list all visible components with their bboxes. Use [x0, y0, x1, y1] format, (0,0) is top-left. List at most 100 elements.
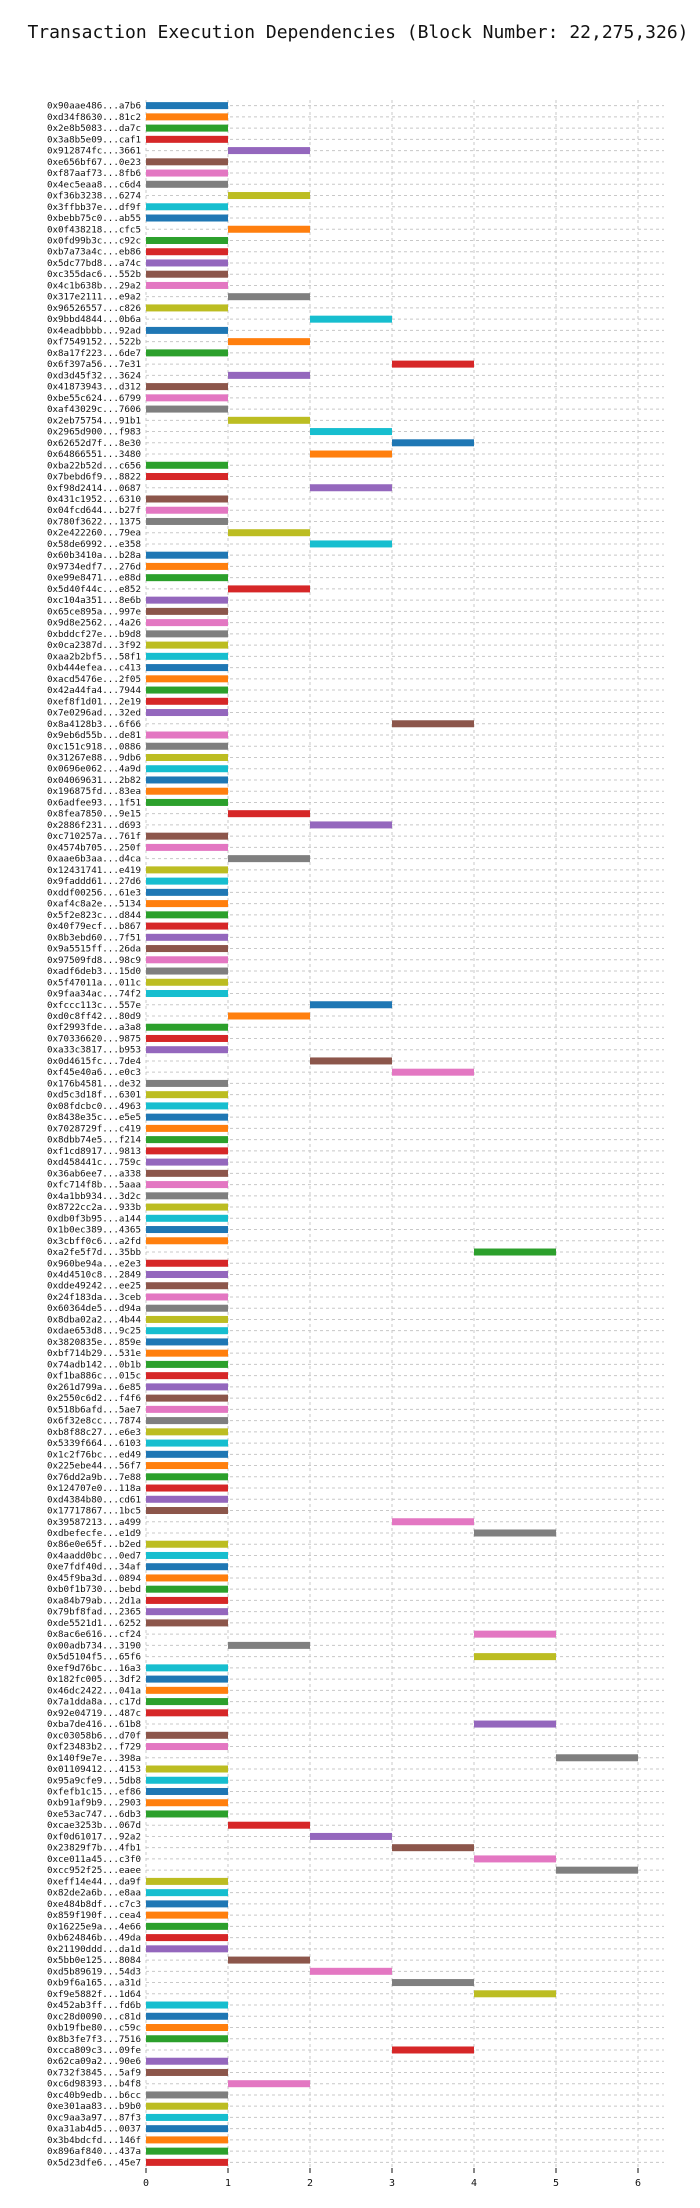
transaction-label: 0x6f32e8cc...7874 [47, 1416, 142, 1427]
transaction-bar [146, 1383, 228, 1391]
transaction-label: 0xc9aa3a97...87f3 [47, 2112, 141, 2123]
transaction-label: 0x859f190f...cea4 [47, 1910, 142, 1921]
transaction-bar [474, 1653, 556, 1661]
transaction-label: 0x2886f231...d693 [47, 820, 141, 831]
transaction-bar [146, 1102, 228, 1110]
transaction-label: 0xa33c3817...b953 [47, 1045, 141, 1056]
transaction-bar [146, 473, 228, 481]
transaction-label: 0x23829f7b...4fb1 [47, 1843, 141, 1854]
transaction-bar [146, 967, 228, 975]
transaction-label: 0x7028729f...c419 [47, 1123, 141, 1134]
transaction-label: 0x21190ddd...da1d [47, 1944, 141, 1955]
transaction-label: 0x9a5515ff...26da [47, 944, 141, 955]
transaction-label: 0xb624846b...49da [47, 1933, 141, 1944]
transaction-label: 0x70336620...9875 [47, 1033, 141, 1044]
transaction-label: 0x182fc005...3df2 [47, 1674, 141, 1685]
transaction-bar [146, 1619, 228, 1627]
transaction-label: 0x65ce895a...997e [47, 606, 141, 617]
transaction-bar [146, 1113, 228, 1121]
transaction-bar [146, 1799, 228, 1807]
transaction-label: 0x6f397a56...7e31 [47, 359, 141, 370]
transaction-label: 0x74adb142...0b1b [47, 1359, 141, 1370]
transaction-bar [146, 765, 228, 773]
x-tick-label: 1 [225, 2178, 231, 2189]
transaction-bar [146, 405, 228, 413]
transaction-label: 0xaae6b3aa...d4ca [47, 854, 141, 865]
transaction-bar [228, 416, 310, 424]
transaction-label: 0x8ac6e616...cf24 [47, 1629, 142, 1640]
transaction-label: 0x4ec5eaa8...c6d4 [47, 179, 142, 190]
transaction-label: 0x4eadbbbb...92ad [47, 325, 141, 336]
transaction-bar [146, 2068, 228, 2076]
x-tick-label: 2 [307, 2178, 313, 2189]
transaction-bar [146, 517, 228, 525]
transaction-label: 0x04069631...2b82 [47, 775, 141, 786]
transaction-label: 0x46dc2422...041a [47, 1685, 141, 1696]
transaction-label: 0x31267e88...9db6 [47, 752, 141, 763]
transaction-bar [146, 2001, 228, 2009]
transaction-label: 0xce011a45...c3f0 [47, 1854, 141, 1865]
transaction-label: 0x8b3fe7f3...7516 [47, 2034, 141, 2045]
transaction-bar [228, 1012, 310, 1020]
transaction-label: 0xd3d45f32...3624 [47, 370, 142, 381]
transaction-label: 0xa31ab4d5...0037 [47, 2124, 141, 2135]
transaction-bar [146, 2024, 228, 2032]
chart-title: Transaction Execution Dependencies (Bloc… [27, 22, 688, 43]
bars [146, 102, 638, 2166]
transaction-label: 0x8a17f223...6de7 [47, 348, 141, 359]
transaction-bar [146, 709, 228, 717]
transaction-bar [146, 922, 228, 930]
transaction-label: 0xdb0f3b95...a144 [47, 1213, 142, 1224]
transaction-label: 0x5dc77bd8...a74c [47, 258, 141, 269]
transaction-bar [228, 293, 310, 301]
transaction-label: 0x62652d7f...8e30 [47, 438, 141, 449]
transaction-label: 0xef9d76bc...16a3 [47, 1663, 141, 1674]
transaction-label: 0xc151c918...0886 [47, 741, 141, 752]
transaction-bar [310, 484, 392, 492]
transaction-label: 0x261d799a...6e85 [47, 1382, 141, 1393]
transaction-label: 0xb0f1b730...bebd [47, 1584, 141, 1595]
transaction-bar [392, 1068, 474, 1076]
transaction-bar [146, 1417, 228, 1425]
transaction-bar [146, 1596, 228, 1604]
transaction-bar [146, 214, 228, 222]
transaction-bar [146, 1731, 228, 1739]
transaction-label: 0xaa2b2bf5...58f1 [47, 651, 141, 662]
transaction-label: 0xf36b3238...6274 [47, 191, 142, 202]
transaction-label: 0x0fd99b3c...c92c [47, 235, 141, 246]
transaction-label: 0xaf43029c...7606 [47, 404, 141, 415]
transaction-label: 0x97509fd8...98c9 [47, 955, 141, 966]
transaction-label: 0xc104a351...8e6b [47, 595, 141, 606]
transaction-label: 0x60b3410a...b28a [47, 550, 141, 561]
transaction-bar [310, 821, 392, 829]
transaction-bar [146, 787, 228, 795]
transaction-label: 0x08fdcbc0...4963 [47, 1101, 141, 1112]
transaction-label: 0xd458441c...759c [47, 1157, 141, 1168]
transaction-label: 0xf7549152...522b [47, 337, 141, 348]
transaction-label: 0x9734edf7...276d [47, 561, 141, 572]
transaction-bar [146, 113, 228, 121]
transaction-label: 0x5bb0e125...8084 [47, 1955, 142, 1966]
transaction-label: 0x3b4bdcfd...146f [47, 2135, 141, 2146]
transaction-bar [146, 753, 228, 761]
transaction-bar [146, 607, 228, 615]
transaction-bar [228, 1821, 310, 1829]
transaction-label: 0x3a8b5e09...caf1 [47, 134, 141, 145]
transaction-label: 0xb8f88c27...e6e3 [47, 1427, 141, 1438]
transaction-bar [146, 1765, 228, 1773]
transaction-label: 0xb7a73a4c...eb86 [47, 247, 141, 258]
transaction-label: 0xb91af9b9...2903 [47, 1798, 141, 1809]
transaction-bar [146, 158, 228, 166]
transaction-label: 0xdae653d8...9c25 [47, 1326, 141, 1337]
transaction-label: 0xdbefecfe...e1d9 [47, 1528, 141, 1539]
transaction-label: 0xaf4c8a2e...5134 [47, 899, 142, 910]
transaction-bar [146, 383, 228, 391]
transaction-bar [146, 1372, 228, 1380]
transaction-bar [146, 832, 228, 840]
transaction-label: 0xb9f6a165...a31d [47, 1978, 141, 1989]
transaction-bar [146, 956, 228, 964]
transaction-bar [228, 2080, 310, 2088]
transaction-label: 0xe99e8471...e88d [47, 573, 141, 584]
transaction-bar [310, 450, 392, 458]
transaction-bar [228, 529, 310, 537]
